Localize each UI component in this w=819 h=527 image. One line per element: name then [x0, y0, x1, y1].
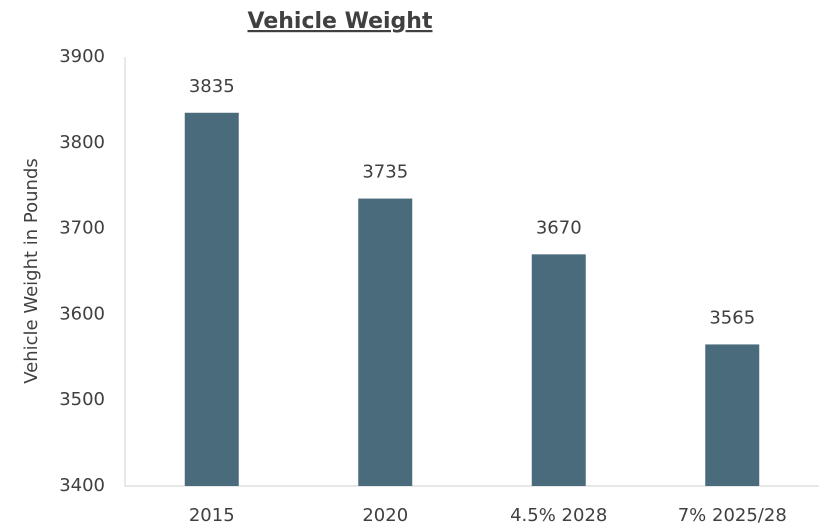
x-tick-label: 2020 [362, 505, 408, 526]
y-axis-label: Vehicle Weight in Pounds [21, 158, 42, 384]
bar [705, 344, 760, 486]
y-tick-label: 3700 [59, 218, 105, 239]
x-tick-label: 2015 [189, 505, 235, 526]
x-tick-label: 7% 2025/28 [678, 505, 787, 526]
data-label: 3835 [189, 76, 235, 97]
chart-title: Vehicle Weight [248, 9, 433, 34]
bar [358, 198, 413, 486]
y-tick-label: 3500 [59, 389, 105, 410]
x-tick-label: 4.5% 2028 [510, 505, 607, 526]
y-tick-label: 3600 [59, 303, 105, 324]
y-tick-label: 3400 [59, 475, 105, 496]
data-label: 3670 [536, 217, 582, 238]
bar [184, 112, 239, 487]
data-label: 3565 [709, 307, 755, 328]
bar [531, 254, 586, 486]
y-tick-label: 3800 [59, 132, 105, 153]
y-tick-label: 3900 [59, 46, 105, 67]
data-label: 3735 [362, 162, 408, 183]
